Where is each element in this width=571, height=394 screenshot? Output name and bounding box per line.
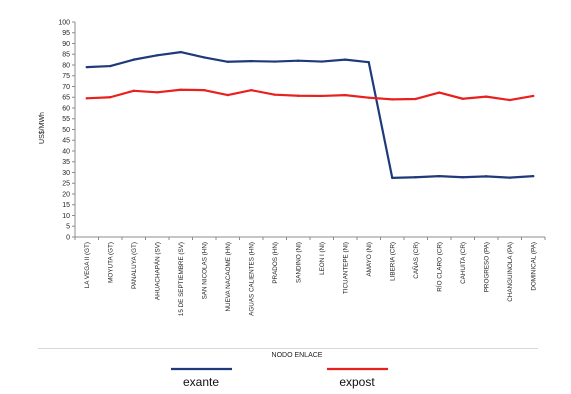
divider	[38, 348, 538, 349]
data-point-exante	[414, 176, 417, 179]
y-tick-label: 80	[62, 62, 70, 69]
x-tick-label: PANALUYA (GT)	[131, 242, 138, 289]
data-point-expost	[320, 94, 323, 98]
y-tick-label: 55	[62, 116, 70, 123]
data-point-expost	[250, 88, 253, 92]
x-tick-label: LA VEGA II (GT)	[84, 242, 91, 288]
y-tick-label: 25	[62, 181, 70, 188]
y-axis: 0 5 10 15 20 25 30 35 40 45 50 55 60 65 70 75 80 85 90 95 10…	[58, 19, 76, 241]
y-tick-label: 100	[58, 19, 70, 26]
y-tick-label: 5	[66, 224, 70, 231]
x-axis: LA VEGA II (GT) MOYUTA (GT) PANALUYA (GT) A…	[74, 236, 546, 316]
data-point-exante	[179, 50, 182, 54]
data-point-expost	[203, 88, 206, 92]
x-tick-label: LIBERIA (CR)	[389, 242, 396, 281]
x-tick-label: MOYUTA (GT)	[107, 242, 114, 283]
x-tick-label: CHANGUINOLA (PA)	[507, 242, 514, 302]
data-point-expost	[532, 94, 535, 98]
data-point-exante	[226, 60, 229, 63]
data-point-expost	[438, 91, 441, 94]
x-tick-label: NUEVA NACAOME (HN)	[225, 242, 232, 312]
data-point-expost	[132, 89, 135, 93]
y-tick-label: 50	[62, 127, 70, 134]
data-point-exante	[85, 65, 88, 69]
series-line-exante	[86, 50, 534, 179]
x-tick-label: LEON I (NI)	[319, 242, 326, 275]
y-axis-title: US$/MWh	[39, 112, 46, 144]
x-tick-label: RÍO CLARO (CR)	[434, 242, 443, 292]
y-tick-label: 10	[62, 213, 70, 220]
data-point-expost	[344, 93, 347, 97]
y-tick-label: 90	[62, 41, 70, 48]
data-point-expost	[414, 97, 417, 101]
data-point-expost	[297, 94, 300, 97]
x-tick-label: AMAYO (NI)	[366, 242, 373, 277]
x-axis-title: NODO ENLACE	[272, 352, 323, 359]
data-point-exante	[273, 60, 276, 63]
y-tick-label: 65	[62, 95, 70, 102]
x-tick-label: CAHUITA (CR)	[460, 242, 467, 284]
data-point-exante	[344, 58, 347, 61]
x-tick-label: PRADOS (HN)	[272, 242, 279, 284]
data-point-exante	[203, 56, 206, 59]
legend-label-expost: expost	[339, 375, 375, 389]
data-point-exante	[367, 61, 370, 64]
y-tick-label: 35	[62, 159, 70, 166]
series-line-expost	[86, 88, 534, 102]
x-tick-label: SAN NICOLAS (HN)	[201, 242, 208, 299]
x-tick-label: TICUANTEPE (NI)	[342, 242, 349, 294]
y-tick-label: 30	[62, 170, 70, 177]
data-point-exante	[250, 59, 253, 63]
data-point-expost	[109, 96, 112, 99]
x-tick-label: AGUAS CALIENTES (HN)	[248, 242, 255, 316]
data-point-exante	[132, 58, 135, 61]
x-tick-label: DOMINICAL (PA)	[530, 242, 537, 291]
x-tick-label: AHUACHAPÁN (SV)	[152, 242, 161, 300]
data-point-exante	[461, 176, 464, 179]
data-point-expost	[179, 88, 182, 91]
y-tick-label: 70	[62, 84, 70, 91]
y-tick-label: 15	[62, 202, 70, 209]
data-point-expost	[85, 97, 88, 100]
legend: exante expost	[171, 367, 388, 389]
y-tick-label: 85	[62, 52, 70, 59]
y-tick-label: 95	[62, 30, 70, 37]
data-point-expost	[485, 95, 488, 98]
data-point-expost	[367, 96, 370, 99]
data-point-exante	[156, 54, 159, 57]
data-point-exante	[485, 175, 488, 178]
y-tick-label: 75	[62, 73, 70, 80]
data-point-exante	[508, 176, 511, 179]
data-point-exante	[320, 60, 323, 63]
data-point-expost	[156, 91, 159, 94]
y-tick-label: 45	[62, 138, 70, 145]
data-point-expost	[391, 98, 394, 101]
data-point-expost	[226, 93, 229, 97]
y-tick-label: 40	[62, 148, 70, 155]
y-tick-label: 0	[66, 234, 70, 241]
data-point-expost	[273, 93, 276, 96]
y-tick-label: 20	[62, 191, 70, 198]
data-point-exante	[438, 174, 441, 178]
data-point-exante	[109, 64, 112, 68]
series-layer	[85, 50, 535, 180]
data-point-exante	[391, 176, 394, 180]
data-point-expost	[508, 98, 511, 102]
x-tick-label: PROGRESO (PA)	[483, 242, 490, 292]
legend-label-exante: exante	[183, 375, 219, 389]
data-point-expost	[461, 97, 464, 100]
x-tick-label: SANDINO (NI)	[295, 242, 302, 283]
x-tick-label: 15 DE SEPTIEMBRE (SV)	[178, 242, 185, 316]
data-point-exante	[297, 59, 300, 62]
y-tick-label: 60	[62, 105, 70, 112]
x-tick-label: CAÑAS (CR)	[411, 242, 420, 279]
data-point-exante	[532, 174, 535, 178]
